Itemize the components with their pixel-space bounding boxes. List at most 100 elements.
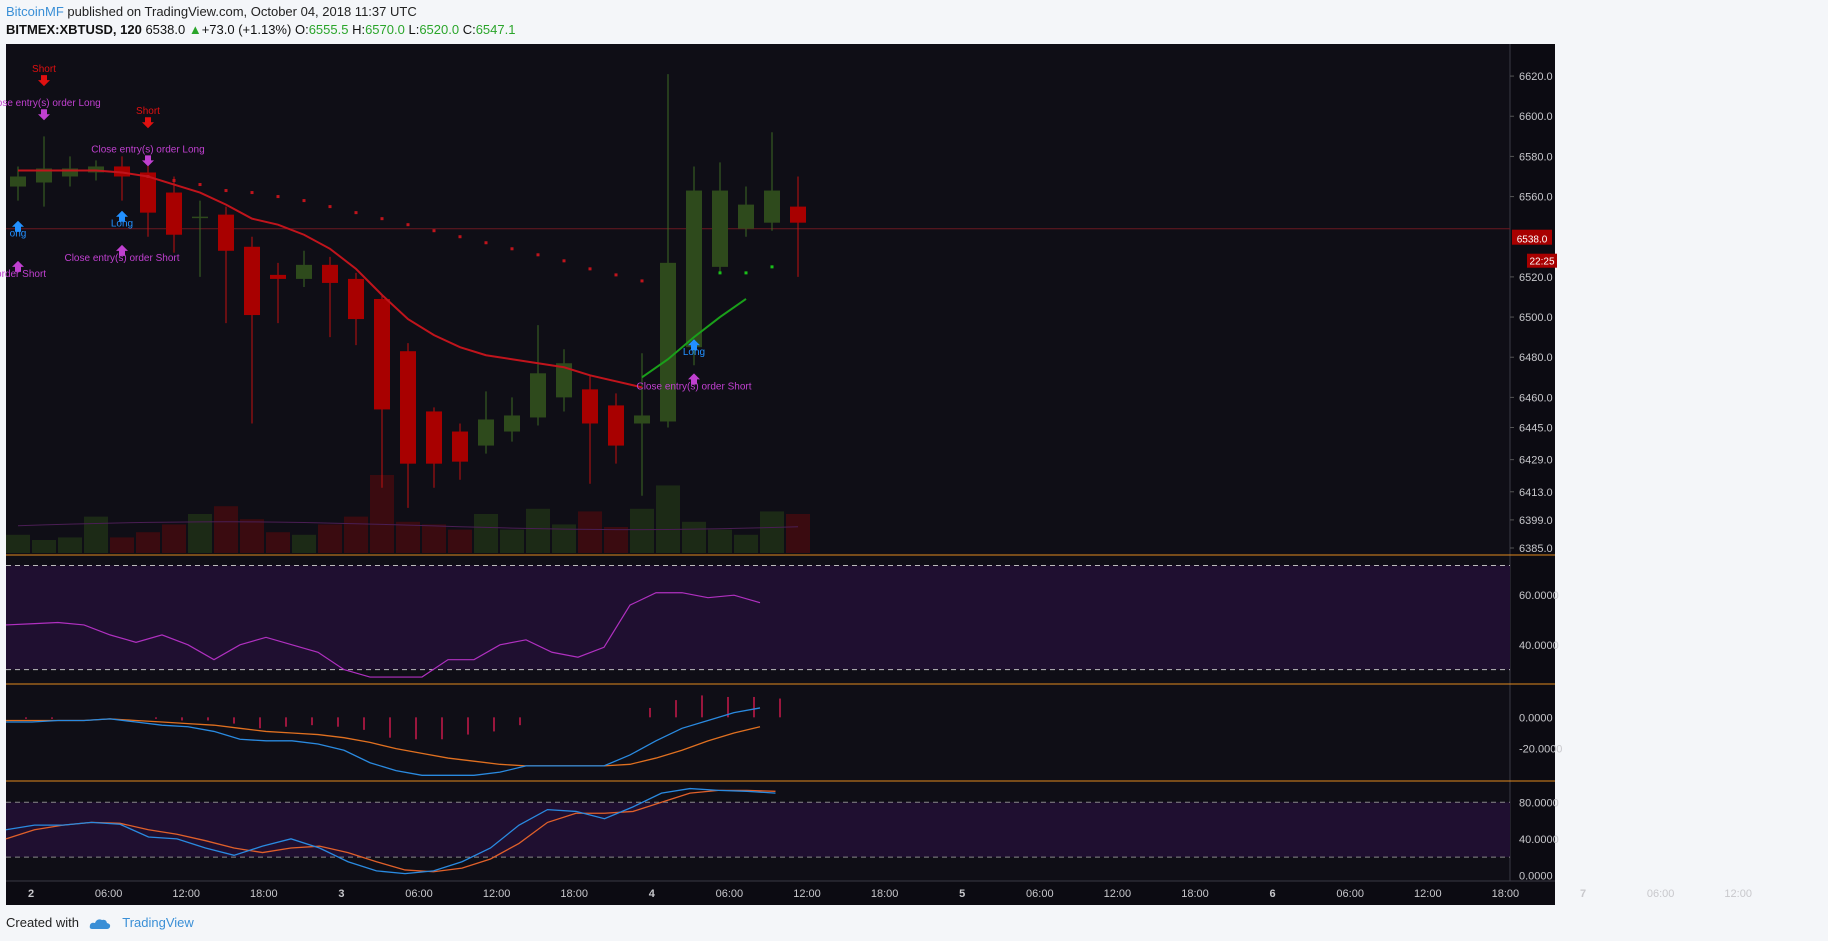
signal-label: Long	[683, 347, 705, 358]
created-with-text: Created with	[6, 915, 79, 930]
rsi-tick-label: 40.0000	[1519, 640, 1559, 652]
volume-bar	[214, 506, 238, 553]
psar-dot	[484, 241, 488, 245]
price-tick-label: 6600.0	[1519, 111, 1553, 123]
signal-arrow-up-icon	[116, 244, 128, 256]
time-tick-label: 5	[959, 888, 965, 900]
psar-dot	[640, 279, 644, 283]
psar-dot	[718, 271, 722, 275]
psar-dot	[224, 189, 228, 193]
publish-line: BitcoinMF published on TradingView.com, …	[6, 4, 417, 19]
candle-body	[582, 389, 598, 424]
volume-bar	[474, 514, 498, 553]
candle-body	[322, 264, 338, 283]
signal-arrow-up-icon	[12, 260, 24, 272]
candle-body	[374, 298, 390, 410]
rsi-tick-label: 60.0000	[1519, 590, 1559, 602]
signal-label: Long	[111, 219, 133, 230]
price-tick-label: 6620.0	[1519, 71, 1553, 83]
moving-average-line-up	[641, 298, 747, 379]
volume-bar	[578, 511, 602, 553]
psar-dot	[276, 195, 280, 199]
signal-label: Short	[32, 64, 56, 75]
psar-dot	[432, 229, 436, 233]
candle-body	[478, 419, 494, 446]
candle-body	[426, 411, 442, 464]
close-value: 6547.1	[475, 22, 516, 37]
psar-dot	[744, 271, 748, 275]
time-tick-label: 06:00	[405, 888, 433, 900]
author-name[interactable]: BitcoinMF	[6, 4, 64, 19]
time-tick-label: 18:00	[1181, 888, 1209, 900]
signal-label: ) order Short	[0, 269, 46, 280]
volume-bar	[318, 524, 342, 553]
price-tick-label: 6520.0	[1519, 272, 1553, 284]
signal-label: Close entry(s) order Long	[91, 144, 204, 155]
price-tick-label: 6460.0	[1519, 392, 1553, 404]
candle-body	[270, 274, 286, 279]
psar-dot	[146, 174, 150, 178]
open-value: 6555.5	[308, 22, 349, 37]
candle-body	[452, 431, 468, 462]
high-value: 6570.0	[365, 22, 405, 37]
candle-body	[62, 168, 78, 177]
volume-bar	[6, 534, 30, 553]
psar-dot	[562, 259, 566, 263]
time-tick-label: 06:00	[1026, 888, 1054, 900]
tradingview-link[interactable]: TradingView	[122, 915, 194, 930]
price-tick-label: 6385.0	[1519, 543, 1553, 555]
psar-dot	[250, 191, 254, 195]
price-tick-label: 6560.0	[1519, 192, 1553, 204]
signal-label: Short	[136, 106, 160, 117]
volume-bar	[786, 514, 810, 553]
price-tick-label: 6399.0	[1519, 515, 1553, 527]
time-tick-label: 12:00	[793, 888, 821, 900]
high-label: H:	[352, 22, 366, 37]
volume-bar	[604, 527, 628, 553]
signal-label: Close entry(s) order Long	[0, 98, 101, 109]
time-tick-label: 18:00	[560, 888, 588, 900]
volume-bar	[84, 516, 108, 553]
psar-dot	[510, 247, 514, 251]
psar-dot	[198, 183, 202, 187]
countdown-label: 22:25	[1529, 257, 1554, 268]
open-label: O:	[294, 22, 309, 37]
last-price: 6538.0	[145, 22, 186, 37]
psar-dot	[354, 211, 358, 215]
chart-background	[6, 44, 1555, 905]
volume-bar	[656, 485, 680, 553]
candle-body	[296, 264, 312, 279]
macd-tick-label: -20.0000	[1519, 744, 1562, 756]
volume-bar	[708, 529, 732, 553]
volume-ma-line	[17, 521, 799, 531]
candle-body	[244, 246, 260, 316]
candle-body	[504, 415, 520, 432]
time-tick-label: 7	[1580, 888, 1586, 900]
ohlc-line: BITMEX:XBTUSD, 120 6538.0 ▲+73.0 (+1.13%…	[6, 22, 515, 37]
psar-dot	[172, 179, 176, 183]
time-tick-label: 18:00	[1492, 888, 1520, 900]
volume-bar	[266, 532, 290, 553]
candle-body	[114, 166, 130, 177]
candle-body	[634, 415, 650, 424]
macd-line	[6, 707, 761, 776]
candle-body	[686, 190, 702, 348]
psar-dot	[536, 253, 540, 257]
signal-arrow-down-icon	[38, 109, 50, 121]
change-value: +73.0 (+1.13%)	[201, 22, 292, 37]
time-tick-label: 18:00	[871, 888, 899, 900]
signal-label: Close entry(s) order Short	[636, 381, 751, 392]
volume-bar	[292, 534, 316, 553]
macd-signal-line	[6, 718, 761, 767]
psar-dot	[328, 205, 332, 209]
volume-bar	[188, 514, 212, 553]
volume-bar	[396, 521, 420, 553]
psar-dot	[458, 235, 462, 239]
countdown-badge	[1527, 253, 1557, 268]
volume-bar	[344, 516, 368, 553]
volume-bar	[136, 532, 160, 553]
candle-body	[400, 351, 416, 464]
candle-body	[660, 262, 676, 422]
stoch-tick-label: 40.0000	[1519, 834, 1559, 846]
